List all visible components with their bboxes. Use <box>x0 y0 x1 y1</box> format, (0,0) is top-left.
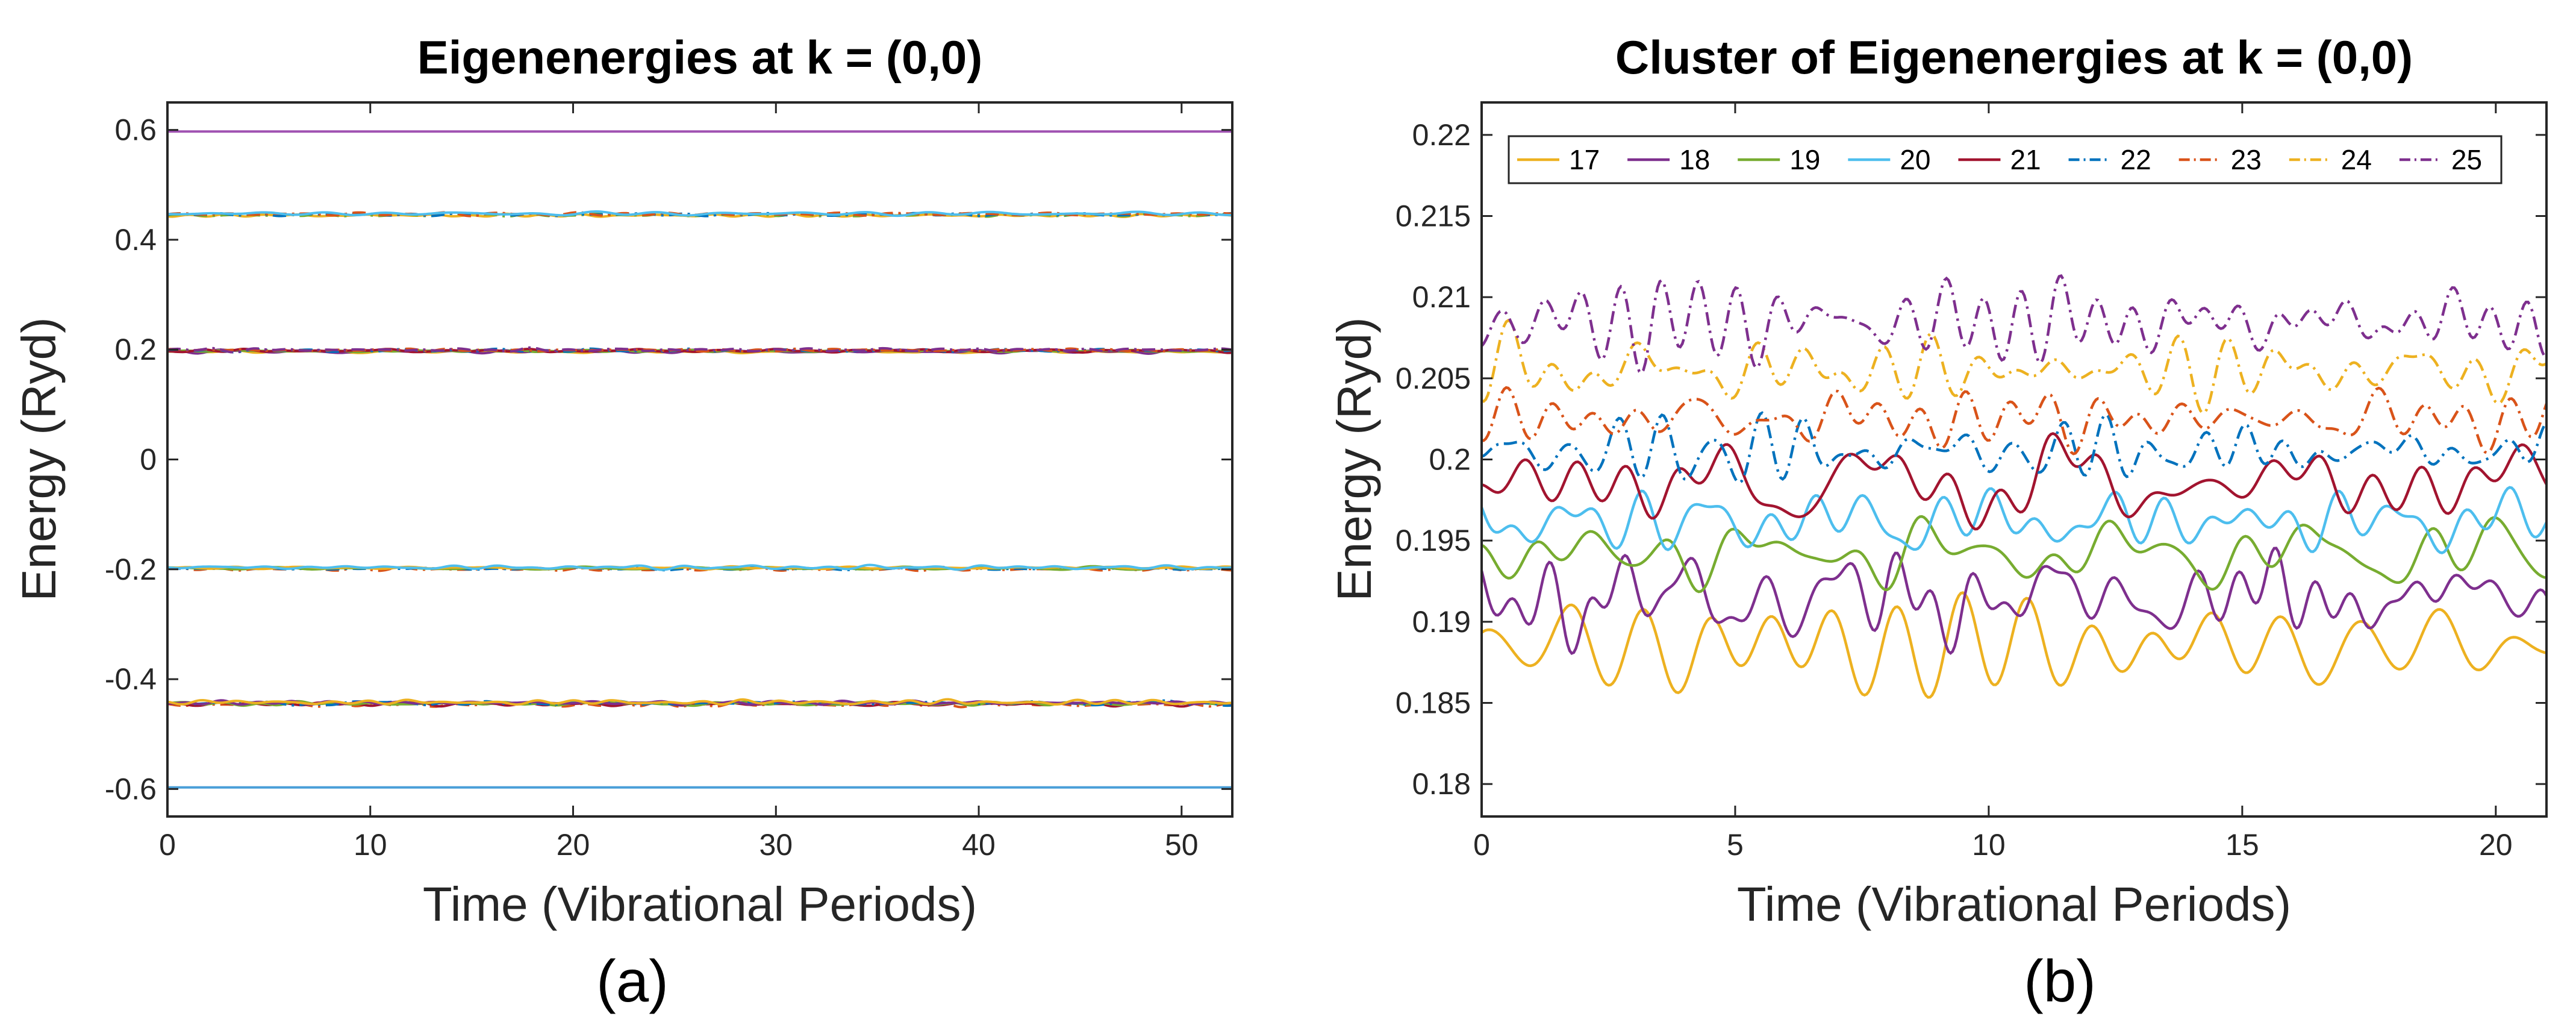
y-tick-label: -0.4 <box>105 662 157 696</box>
chart-a-panel-label: (a) <box>596 948 669 1014</box>
x-tick-label: 10 <box>354 828 387 862</box>
chart-a-y-axis-label: Energy (Ryd) <box>12 317 66 601</box>
x-tick-label: 0 <box>1473 828 1490 862</box>
x-tick-label: 30 <box>759 828 793 862</box>
chart-a-y-ticks: -0.6 -0.4 -0.2 0 0.2 0.4 0.6 <box>105 113 1232 806</box>
x-tick-label: 5 <box>1727 828 1744 862</box>
chart-b: 0 5 10 15 20 0.180.1850.190.1950.20.2050.210… <box>1327 31 2548 1014</box>
y-tick-label: 0.6 <box>114 113 157 147</box>
x-tick-label: 50 <box>1165 828 1199 862</box>
series-line-18 <box>1480 547 2548 656</box>
series-line-20 <box>1480 486 2548 554</box>
x-tick-label: 20 <box>557 828 590 862</box>
chart-b-x-ticks: 0 5 10 15 20 <box>1473 102 2513 862</box>
legend-label: 23 <box>2231 144 2262 175</box>
series-line <box>167 698 1233 706</box>
x-tick-label: 10 <box>1972 828 2006 862</box>
chart-b-panel-label: (b) <box>2024 948 2096 1014</box>
y-tick-label: 0 <box>140 443 157 477</box>
legend-label: 18 <box>1679 144 1710 175</box>
series-line <box>167 563 1233 571</box>
legend-label: 17 <box>1569 144 1600 175</box>
series-line <box>167 210 1233 218</box>
x-tick-label: 40 <box>962 828 996 862</box>
chart-a-x-axis-label: Time (Vibrational Periods) <box>423 877 977 931</box>
y-tick-label: 0.215 <box>1396 199 1471 233</box>
legend-label: 25 <box>2451 144 2482 175</box>
y-tick-label: 0.4 <box>114 223 157 257</box>
chart-a-title: Eigenenergies at k = (0,0) <box>417 31 983 84</box>
legend-label: 22 <box>2121 144 2151 175</box>
y-tick-label: 0.185 <box>1396 686 1471 719</box>
chart-b-series-lines <box>1480 274 2548 699</box>
chart-b-plot-area <box>1482 102 2546 816</box>
y-tick-label: 0.195 <box>1396 524 1471 557</box>
legend-label: 20 <box>1900 144 1930 175</box>
y-tick-label: 0.19 <box>1412 605 1471 639</box>
series-line-19 <box>1480 515 2547 594</box>
y-tick-label: 0.205 <box>1396 362 1471 395</box>
y-tick-label: 0.18 <box>1412 767 1471 801</box>
chart-b-y-ticks: 0.18 0.185 0.19 0.195 0.2 0.205 0.21 0.215 0.22 <box>1396 118 2546 801</box>
chart-a-series-lines <box>167 130 1233 789</box>
y-tick-label: 0.22 <box>1412 118 1471 152</box>
legend-box <box>1508 135 2503 184</box>
y-tick-label: 0.2 <box>1429 443 1471 477</box>
chart-a-x-ticks: 0 10 20 30 40 50 <box>159 102 1199 862</box>
y-tick-label: 0.2 <box>114 333 157 366</box>
chart-a-plot-area <box>167 102 1232 816</box>
series-line <box>167 346 1233 354</box>
x-tick-label: 15 <box>2225 828 2259 862</box>
series-line-23 <box>1482 386 2548 456</box>
y-tick-label: 0.21 <box>1412 280 1471 314</box>
chart-b-x-axis-label: Time (Vibrational Periods) <box>1737 877 2291 931</box>
legend-label: 21 <box>2010 144 2041 175</box>
chart-b-y-axis-label: Energy (Ryd) <box>1327 317 1381 601</box>
legend-label: 19 <box>1789 144 1820 175</box>
legend-label: 24 <box>2341 144 2372 175</box>
chart-b-title: Cluster of Eigenenergies at k = (0,0) <box>1615 31 2413 84</box>
series-line-24 <box>1481 319 2548 415</box>
chart-b-legend: 17 18 19 20 21 22 23 24 25 <box>1508 135 2503 184</box>
series-line-25 <box>1480 274 2547 375</box>
series-line-21 <box>1481 432 2548 531</box>
chart-a: 0 10 20 30 40 50 -0.6 -0.4 -0.2 0 0.2 0.4 0.6 Eigen… <box>12 31 1233 1014</box>
x-tick-label: 0 <box>159 828 176 862</box>
y-tick-label: -0.2 <box>105 553 157 586</box>
y-tick-label: -0.6 <box>105 772 157 806</box>
x-tick-label: 20 <box>2479 828 2513 862</box>
